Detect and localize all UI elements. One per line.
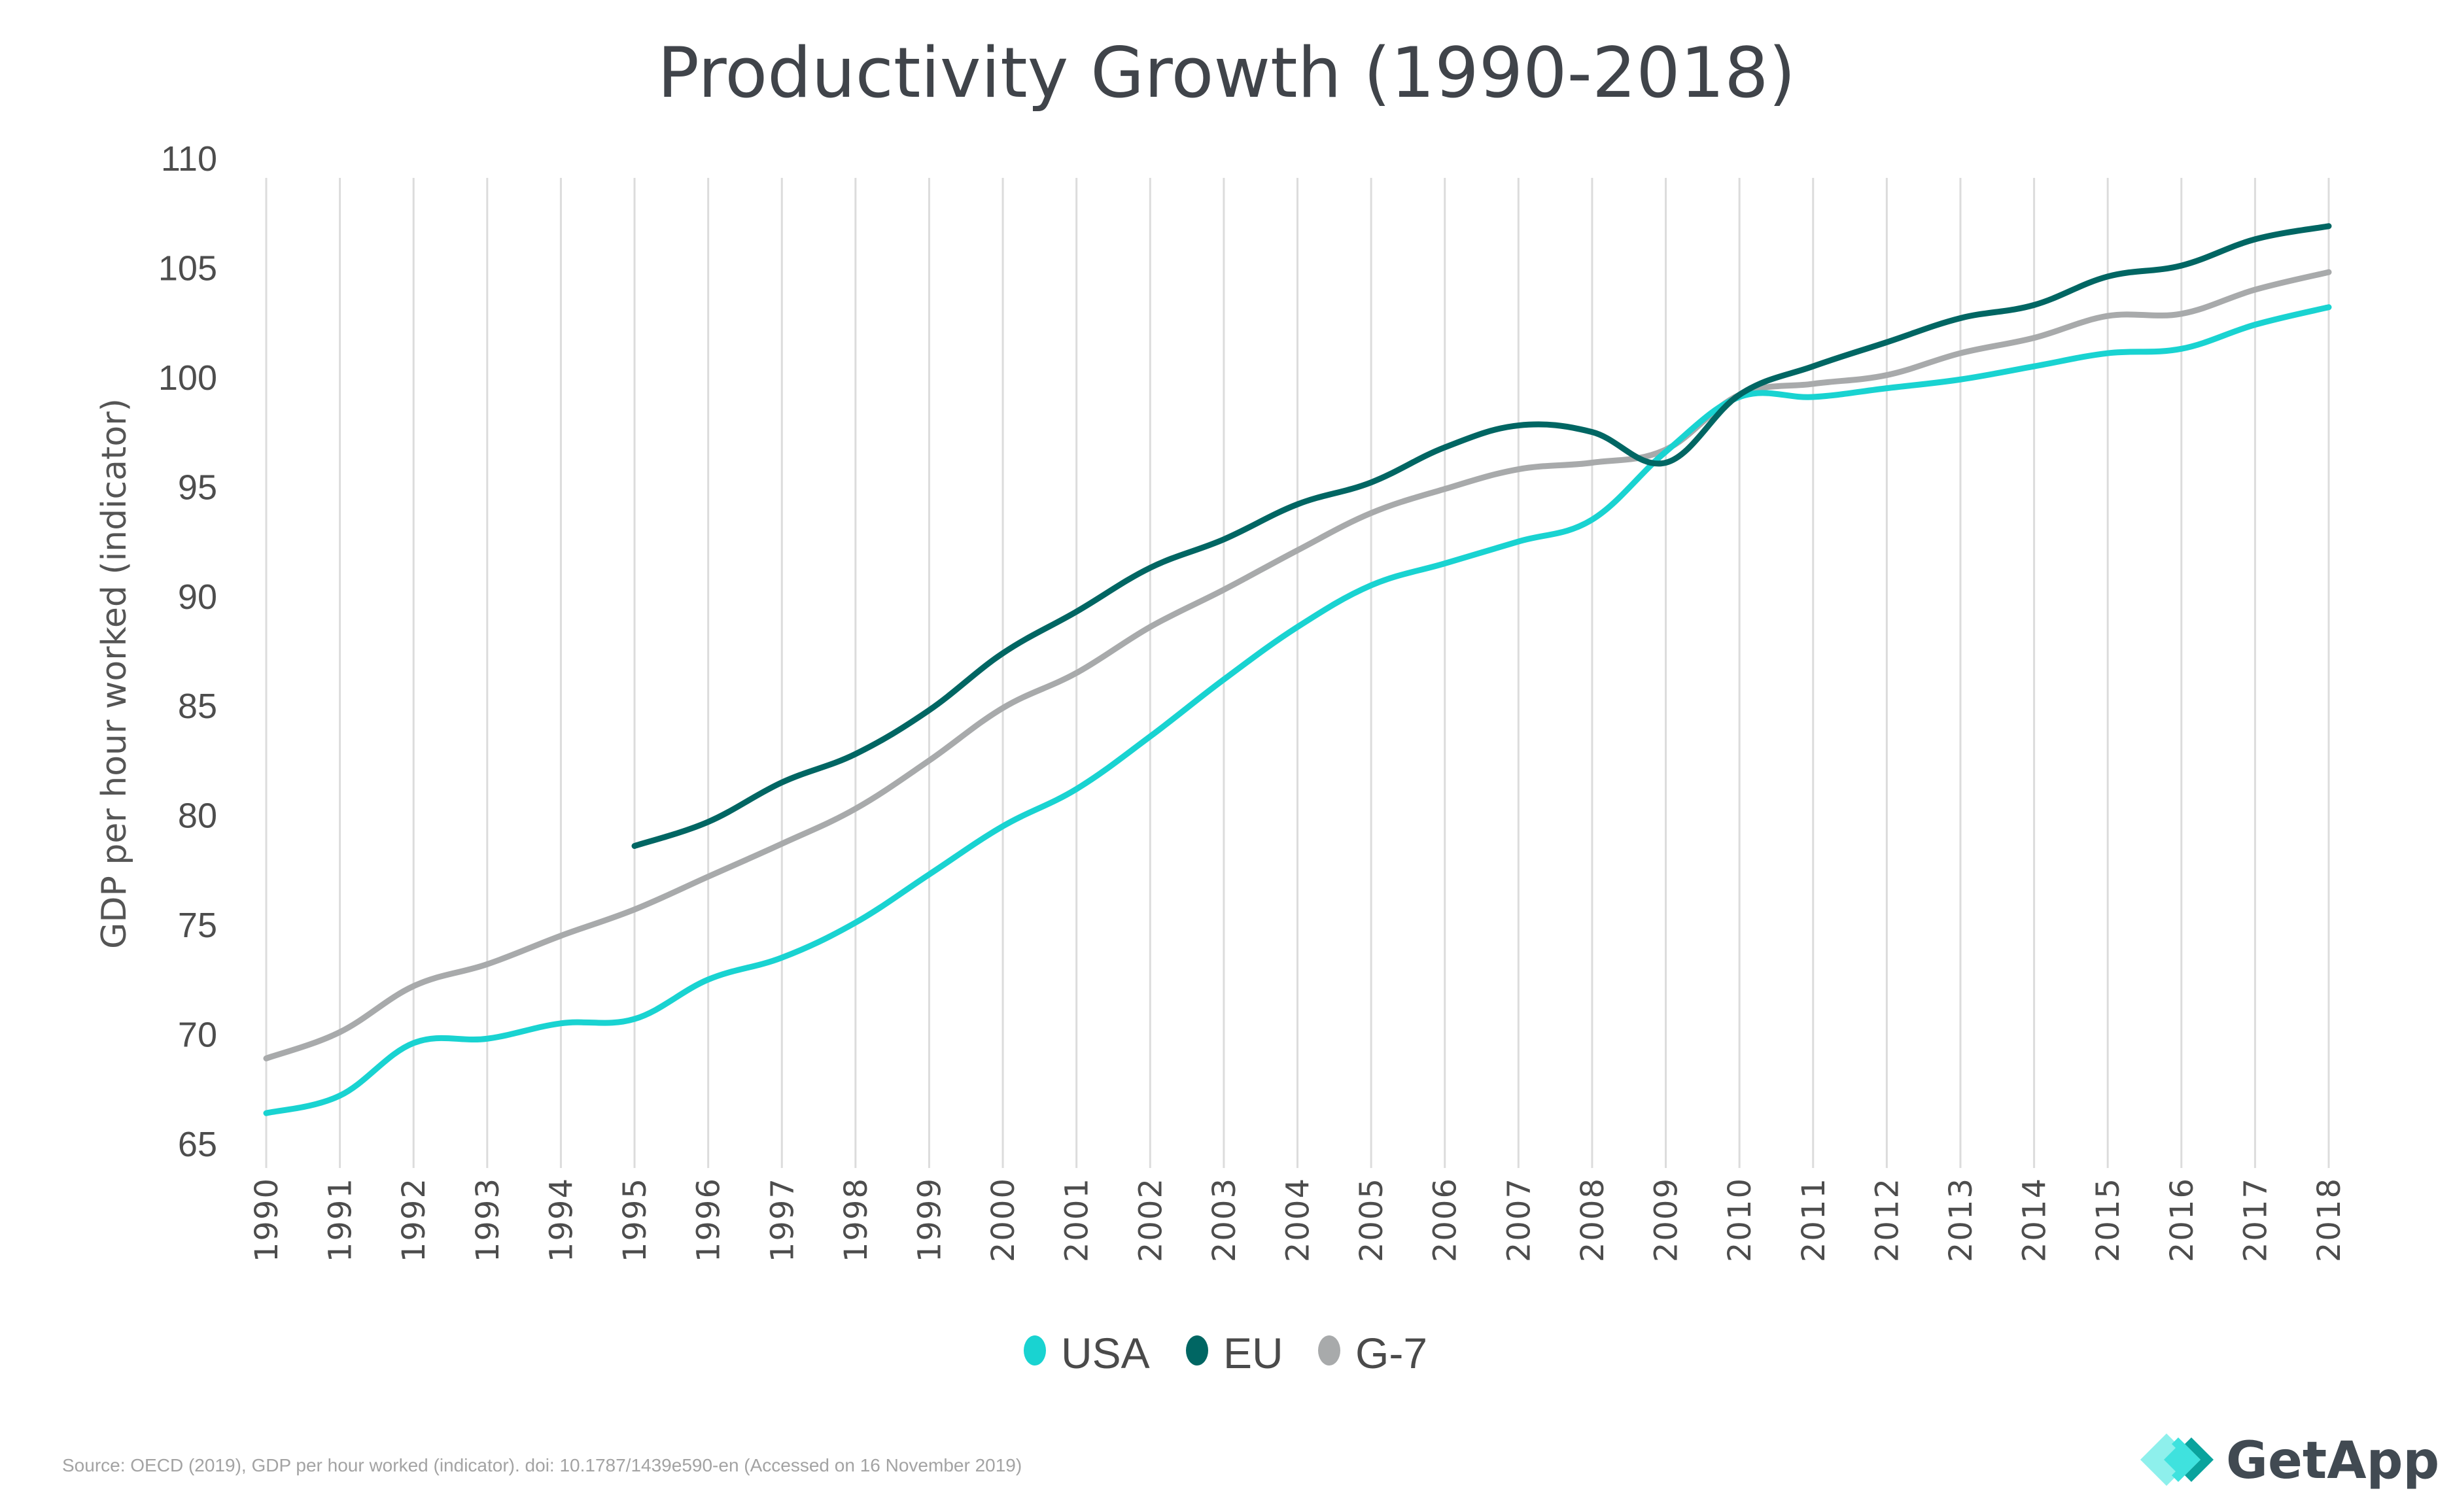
- getapp-wordmark: GetApp: [2226, 1432, 2439, 1490]
- legend-label: USA: [1061, 1329, 1150, 1377]
- y-tick-label: 90: [178, 577, 217, 617]
- x-tick-label: 2009: [1648, 1177, 1685, 1262]
- x-tick-label: 2003: [1206, 1177, 1243, 1262]
- x-tick-label: 2017: [2237, 1177, 2274, 1262]
- x-tick-label: 2010: [1722, 1177, 1758, 1262]
- x-tick-label: 2000: [985, 1177, 1022, 1262]
- x-axis-ticks: 1990 1991 1992 1993 1994 1995 1996 1997 1998 1999…: [249, 1177, 2348, 1262]
- x-tick-label: 2006: [1427, 1177, 1464, 1262]
- x-tick-label: 2002: [1132, 1177, 1169, 1262]
- x-tick-label: 2016: [2164, 1177, 2201, 1262]
- x-tick-label: 1997: [764, 1177, 801, 1262]
- getapp-logo: GetApp: [2140, 1432, 2439, 1490]
- y-tick-label: 110: [161, 139, 217, 179]
- legend-swatch: [1024, 1335, 1046, 1366]
- y-tick-label: 75: [178, 906, 217, 945]
- y-axis-ticks: 65 70 75 80 85 90 95 100 105 110: [158, 139, 217, 1164]
- gridlines: [265, 178, 2330, 1168]
- legend-label: EU: [1223, 1329, 1283, 1377]
- x-tick-label: 2015: [2090, 1177, 2127, 1262]
- y-axis-label: GDP per hour worked (indicator): [95, 398, 134, 949]
- x-tick-label: 1992: [396, 1177, 432, 1262]
- legend-label: G-7: [1355, 1329, 1427, 1377]
- y-tick-label: 100: [158, 358, 217, 398]
- x-tick-label: 1998: [838, 1177, 875, 1262]
- x-tick-label: 2014: [2017, 1177, 2053, 1262]
- x-tick-label: 2007: [1501, 1177, 1537, 1262]
- x-tick-label: 2008: [1574, 1177, 1611, 1262]
- x-tick-label: 1993: [470, 1177, 506, 1262]
- x-tick-label: 2001: [1059, 1177, 1096, 1262]
- legend-swatch: [1186, 1335, 1208, 1366]
- x-tick-label: 1991: [322, 1177, 359, 1262]
- y-tick-label: 95: [178, 468, 217, 507]
- legend-item-usa: USA: [1024, 1329, 1150, 1377]
- series-line-usa: [263, 304, 2332, 1116]
- y-tick-label: 65: [178, 1125, 217, 1164]
- source-note: Source: OECD (2019), GDP per hour worked…: [62, 1455, 1022, 1475]
- x-tick-label: 1996: [691, 1177, 727, 1262]
- x-tick-label: 1995: [617, 1177, 653, 1262]
- x-tick-label: 1990: [249, 1177, 285, 1262]
- x-tick-label: 1994: [543, 1177, 580, 1262]
- legend-item-eu: EU: [1186, 1329, 1283, 1377]
- legend-item-g7: G-7: [1318, 1329, 1427, 1377]
- series-lines: [263, 223, 2332, 1116]
- x-tick-label: 2004: [1280, 1177, 1317, 1262]
- y-tick-label: 80: [178, 797, 217, 836]
- y-tick-label: 105: [158, 249, 217, 288]
- series-line-g7: [263, 269, 2332, 1061]
- x-tick-label: 2005: [1353, 1177, 1390, 1262]
- x-tick-label: 2018: [2311, 1177, 2348, 1262]
- y-tick-label: 70: [178, 1016, 217, 1055]
- x-tick-label: 2013: [1943, 1177, 1979, 1262]
- getapp-chevron-icon: [2140, 1434, 2214, 1486]
- legend: USA EU G-7: [1024, 1329, 1427, 1377]
- chart-title: Productivity Growth (1990-2018): [657, 33, 1796, 113]
- x-tick-label: 2012: [1869, 1177, 1905, 1262]
- legend-swatch: [1318, 1335, 1340, 1366]
- x-tick-label: 2011: [1796, 1177, 1832, 1262]
- series-line-eu: [631, 223, 2332, 850]
- y-tick-label: 85: [178, 687, 217, 726]
- x-tick-label: 1999: [911, 1177, 948, 1262]
